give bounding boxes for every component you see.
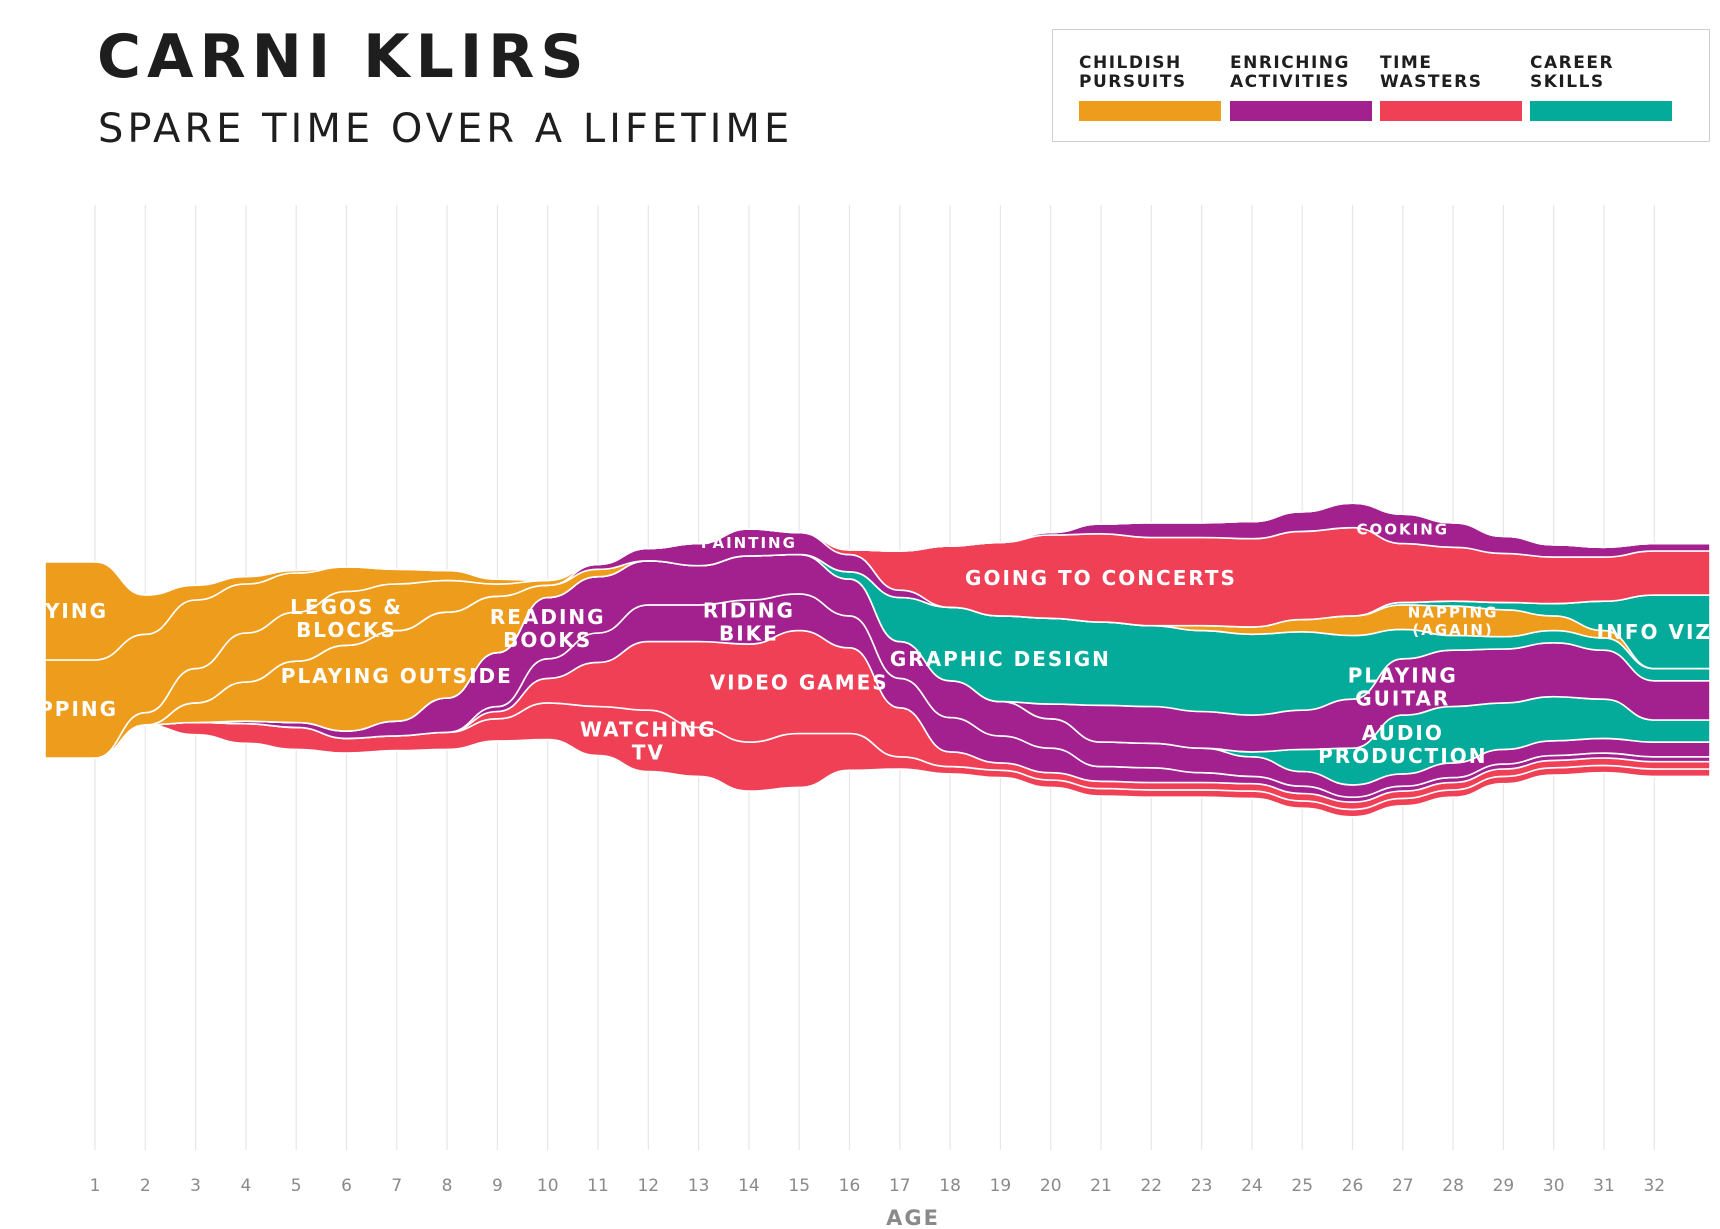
legend-swatch <box>1380 101 1522 121</box>
legend-swatch <box>1530 101 1672 121</box>
x-tick-label: 9 <box>492 1176 503 1196</box>
x-tick-label: 20 <box>1040 1176 1062 1196</box>
x-tick-label: 25 <box>1291 1176 1313 1196</box>
legend-label: TIME WASTERS <box>1380 53 1483 92</box>
stream-crying <box>44 502 1711 661</box>
x-tick-label: 21 <box>1090 1176 1112 1196</box>
x-tick-label: 15 <box>788 1176 810 1196</box>
x-tick-label: 27 <box>1392 1176 1414 1196</box>
legend: CHILDISH PURSUITS ENRICHING ACTIVITIES T… <box>1052 29 1710 142</box>
legend-swatch <box>1079 101 1221 121</box>
x-tick-label: 6 <box>341 1176 352 1196</box>
stream-label: CRYING <box>12 599 108 623</box>
stream-label: INFO VIZ <box>1597 620 1712 644</box>
x-tick-label: 10 <box>537 1176 559 1196</box>
legend-item-childish: CHILDISH PURSUITS <box>1079 54 1221 121</box>
stream-label: PLAYING GUITAR <box>1348 664 1458 711</box>
stream-label: LEGOS & BLOCKS <box>290 595 403 642</box>
legend-item-enriching: ENRICHING ACTIVITIES <box>1230 54 1372 121</box>
chart-title: CARNI KLIRS <box>97 22 590 92</box>
legend-item-career: CAREER SKILLS <box>1530 54 1672 121</box>
x-tick-label: 14 <box>738 1176 760 1196</box>
stream-label: AUDIO PRODUCTION <box>1318 721 1487 768</box>
legend-label: CAREER SKILLS <box>1530 53 1615 92</box>
stream-label: COOKING <box>1357 520 1450 538</box>
x-tick-label: 31 <box>1593 1176 1615 1196</box>
stream-label: VIDEO GAMES <box>710 670 889 694</box>
legend-swatch <box>1230 101 1372 121</box>
x-tick-label: 32 <box>1643 1176 1665 1196</box>
x-tick-label: 29 <box>1493 1176 1515 1196</box>
chart-subtitle: SPARE TIME OVER A LIFETIME <box>98 106 794 152</box>
legend-label: ENRICHING ACTIVITIES <box>1230 53 1350 92</box>
x-tick-label: 26 <box>1342 1176 1364 1196</box>
x-tick-label: 3 <box>190 1176 201 1196</box>
stream-label: PAINTING <box>701 534 797 552</box>
legend-label: CHILDISH PURSUITS <box>1079 53 1187 92</box>
x-axis-title: AGE <box>886 1206 940 1229</box>
x-tick-label: 28 <box>1442 1176 1464 1196</box>
x-tick-label: 7 <box>391 1176 402 1196</box>
stream-label: WATCHING TV <box>580 718 717 765</box>
x-tick-label: 24 <box>1241 1176 1263 1196</box>
x-tick-label: 12 <box>637 1176 659 1196</box>
stream-label: NAPPING <box>2 697 118 721</box>
legend-item-time-wasters: TIME WASTERS <box>1380 54 1522 121</box>
x-tick-label: 5 <box>291 1176 302 1196</box>
stream-label: GRAPHIC DESIGN <box>890 647 1111 671</box>
x-tick-label: 13 <box>688 1176 710 1196</box>
stream-label: PLAYING OUTSIDE <box>281 664 513 688</box>
x-tick-label: 8 <box>442 1176 453 1196</box>
stream-label: READING BOOKS <box>490 605 606 652</box>
x-tick-label: 16 <box>839 1176 861 1196</box>
x-tick-label: 2 <box>140 1176 151 1196</box>
x-tick-label: 23 <box>1191 1176 1213 1196</box>
x-tick-label: 22 <box>1140 1176 1162 1196</box>
stream-label: GOING TO CONCERTS <box>965 566 1237 590</box>
stream-label: RIDING BIKE <box>703 599 795 646</box>
x-tick-label: 17 <box>889 1176 911 1196</box>
x-tick-label: 30 <box>1543 1176 1565 1196</box>
x-tick-label: 4 <box>240 1176 251 1196</box>
x-tick-label: 1 <box>90 1176 101 1196</box>
x-tick-label: 19 <box>990 1176 1012 1196</box>
x-tick-label: 11 <box>587 1176 609 1196</box>
stream-label: NAPPING (AGAIN) <box>1408 604 1499 639</box>
x-tick-label: 18 <box>939 1176 961 1196</box>
